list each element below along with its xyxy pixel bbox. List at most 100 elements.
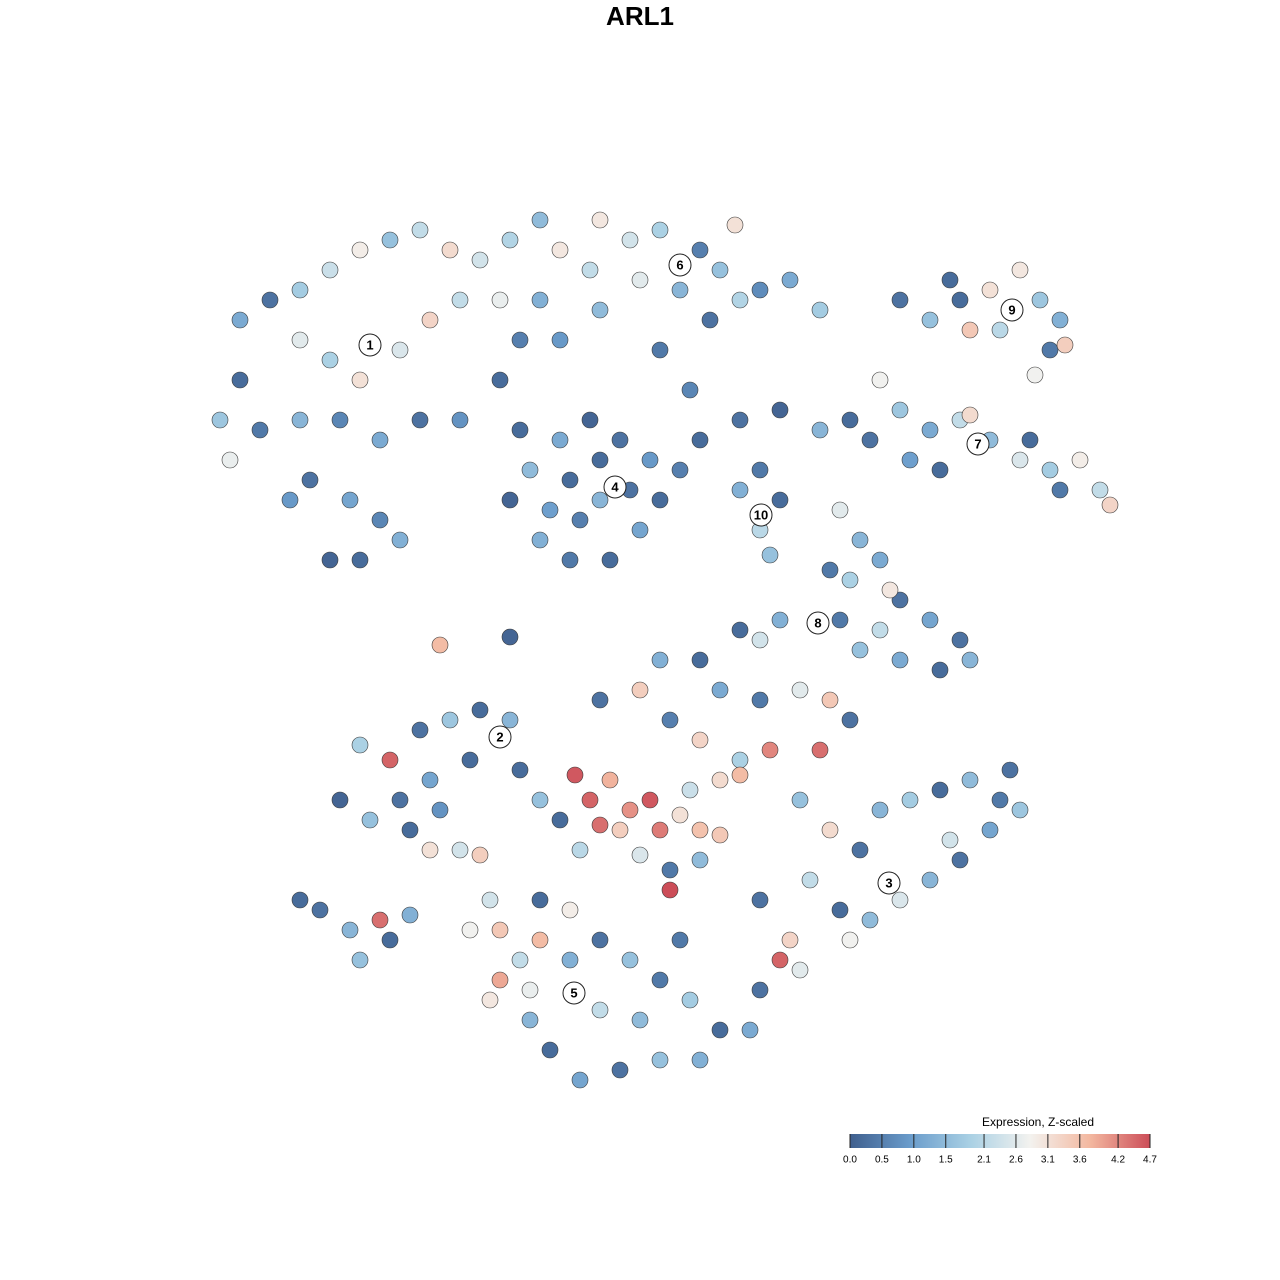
point (671, 931, 689, 949)
point (581, 791, 599, 809)
point (291, 891, 309, 909)
point (751, 281, 769, 299)
point (671, 281, 689, 299)
point (941, 831, 959, 849)
point (371, 511, 389, 529)
point (871, 801, 889, 819)
cluster-label: 7 (974, 436, 981, 451)
point (511, 421, 529, 439)
point (551, 811, 569, 829)
point (811, 421, 829, 439)
point (711, 681, 729, 699)
point (751, 631, 769, 649)
point (951, 631, 969, 649)
point (391, 341, 409, 359)
point (401, 821, 419, 839)
point (891, 401, 909, 419)
point (531, 931, 549, 949)
point (951, 291, 969, 309)
point (551, 431, 569, 449)
point (691, 241, 709, 259)
point (501, 491, 519, 509)
colorbar-tick-label: 1.5 (939, 1155, 953, 1166)
point (761, 741, 779, 759)
point (1001, 761, 1019, 779)
point (1101, 496, 1119, 514)
point (291, 281, 309, 299)
point (881, 581, 899, 599)
point (381, 231, 399, 249)
point (991, 321, 1009, 339)
point (711, 1021, 729, 1039)
point (1021, 431, 1039, 449)
point (571, 1071, 589, 1089)
point (561, 551, 579, 569)
point (961, 651, 979, 669)
point (351, 241, 369, 259)
point (891, 891, 909, 909)
point (341, 491, 359, 509)
point (421, 311, 439, 329)
point (681, 381, 699, 399)
point (691, 651, 709, 669)
point (291, 331, 309, 349)
cluster-badge (1000, 298, 1024, 322)
point (611, 431, 629, 449)
point (641, 451, 659, 469)
point (1031, 291, 1049, 309)
point (591, 491, 609, 509)
cluster-label: 1 (366, 337, 373, 352)
point (401, 906, 419, 924)
point (931, 781, 949, 799)
cluster-badge (877, 871, 901, 895)
point (321, 351, 339, 369)
point (691, 851, 709, 869)
colorbar (850, 1134, 1150, 1148)
point (731, 291, 749, 309)
point (641, 791, 659, 809)
point (1056, 336, 1074, 354)
point (551, 331, 569, 349)
point (751, 461, 769, 479)
point (961, 771, 979, 789)
point (711, 826, 729, 844)
point (791, 791, 809, 809)
point (961, 321, 979, 339)
point (481, 891, 499, 909)
point (661, 711, 679, 729)
point (731, 751, 749, 769)
point (991, 791, 1009, 809)
point (211, 411, 229, 429)
point (391, 531, 409, 549)
colorbar-title: Expression, Z-scaled (982, 1115, 1094, 1129)
point (981, 821, 999, 839)
point (581, 411, 599, 429)
point (861, 911, 879, 929)
point (751, 691, 769, 709)
point (941, 271, 959, 289)
point (451, 291, 469, 309)
point (501, 628, 519, 646)
point (631, 681, 649, 699)
point (591, 816, 609, 834)
point (751, 981, 769, 999)
point (651, 221, 669, 239)
point (601, 771, 619, 789)
point (451, 841, 469, 859)
point (521, 1011, 539, 1029)
point (651, 971, 669, 989)
point (611, 821, 629, 839)
point (771, 401, 789, 419)
cluster-label: 8 (814, 615, 821, 630)
point (591, 211, 609, 229)
point (301, 471, 319, 489)
point (221, 451, 239, 469)
point (591, 691, 609, 709)
point (531, 891, 549, 909)
point (691, 731, 709, 749)
point (1041, 341, 1059, 359)
cluster-label: 10 (754, 507, 768, 522)
point (891, 591, 909, 609)
colorbar-tick-label: 0.0 (843, 1155, 857, 1166)
